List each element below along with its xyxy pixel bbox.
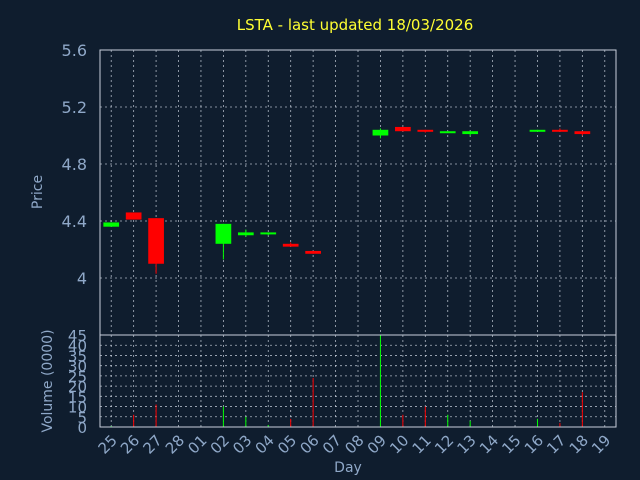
candle-body bbox=[282, 243, 299, 247]
price-grid bbox=[100, 49, 616, 335]
price-axis-label: Price bbox=[30, 175, 46, 209]
volume-panel-frame bbox=[99, 334, 617, 428]
price-panel-frame bbox=[99, 49, 617, 336]
candle-body bbox=[125, 212, 142, 220]
candle-body bbox=[237, 232, 254, 236]
candle-body bbox=[462, 131, 479, 135]
volume-grid bbox=[100, 335, 616, 427]
price-tick-label: 5.6 bbox=[62, 41, 87, 60]
volume-tick-label: 0 bbox=[77, 419, 87, 437]
volume-tick-label: 40 bbox=[68, 337, 87, 355]
price-tick-label: 4.4 bbox=[62, 212, 87, 231]
volume-bars bbox=[110, 335, 583, 427]
volume-tick-label: 10 bbox=[68, 399, 87, 417]
volume-tick-label: 35 bbox=[68, 347, 87, 365]
candle-body bbox=[305, 250, 321, 254]
x-tick-label: 19 bbox=[588, 431, 614, 457]
chart-title: LSTA - last updated 18/03/2026 bbox=[237, 16, 474, 34]
x-tick-labels: 2526272801020304050607080910111213141516… bbox=[95, 431, 615, 457]
candle-body bbox=[574, 131, 591, 135]
volume-axis-label: Volume (0000) bbox=[40, 329, 56, 432]
volume-tick-label: 20 bbox=[68, 378, 87, 396]
candle-body bbox=[417, 129, 434, 132]
candle-body bbox=[439, 131, 456, 134]
volume-tick-label: 15 bbox=[68, 388, 87, 406]
candle-body bbox=[552, 129, 568, 132]
candle-body bbox=[260, 232, 277, 235]
candle-body bbox=[372, 129, 389, 136]
candle-body bbox=[103, 222, 120, 227]
candle-body bbox=[395, 126, 411, 132]
price-tick-label: 4 bbox=[77, 269, 87, 288]
volume-tick-label: 45 bbox=[68, 327, 87, 345]
candle-body bbox=[215, 223, 232, 244]
x-axis-label: Day bbox=[334, 460, 362, 476]
price-tick-label: 5.2 bbox=[62, 98, 87, 117]
price-tick-label: 4.8 bbox=[62, 155, 87, 174]
volume-tick-label: 30 bbox=[68, 358, 87, 376]
volume-tick-label: 25 bbox=[68, 368, 87, 386]
candlesticks bbox=[103, 126, 591, 274]
volume-tick-label: 5 bbox=[77, 409, 87, 427]
candle-body bbox=[148, 218, 164, 264]
candle-body bbox=[529, 129, 546, 132]
price-tick-labels: 5.6 5.2 4.8 4.4 4 bbox=[62, 41, 87, 288]
